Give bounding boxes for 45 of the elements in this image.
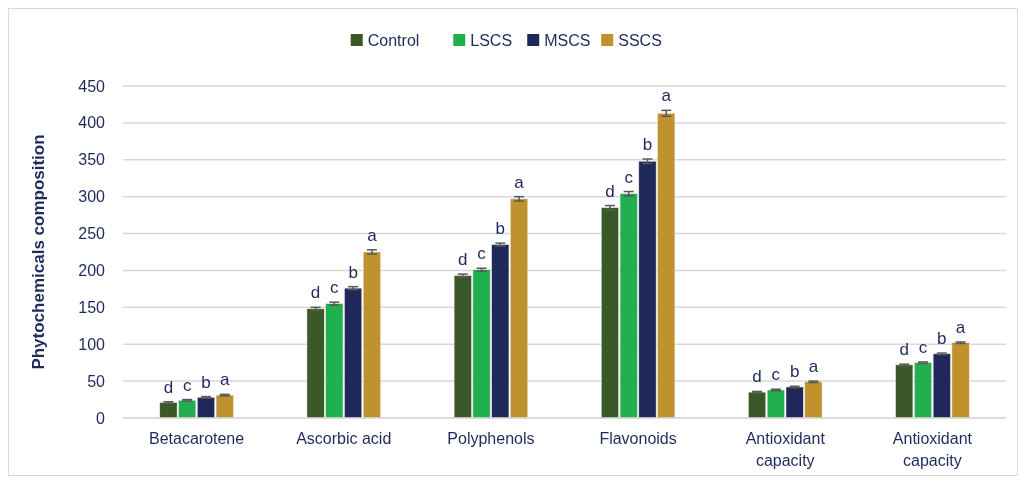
y-tick-label: 150	[78, 298, 106, 316]
data-label: c	[330, 278, 340, 298]
data-label: b	[937, 329, 947, 349]
legend-label: LSCS	[470, 31, 513, 49]
data-label: d	[163, 377, 174, 397]
y-tick-label: 100	[78, 335, 106, 353]
data-label: a	[367, 225, 378, 245]
y-tick-label: 300	[78, 188, 106, 206]
data-label: d	[310, 283, 321, 303]
data-label: a	[808, 357, 819, 377]
data-label: a	[220, 370, 231, 390]
x-tick-label: Antioxidant capacity	[745, 430, 826, 469]
data-label: d	[752, 367, 762, 387]
data-label: b	[642, 135, 653, 155]
x-tick-label: Flavonoids	[599, 430, 677, 447]
data-label: b	[201, 372, 211, 392]
y-tick-label: 350	[78, 151, 106, 169]
x-tick-label: Polyphenols	[447, 430, 535, 447]
data-label: d	[458, 250, 468, 270]
data-label: a	[661, 86, 672, 106]
y-tick-label: 0	[96, 409, 106, 427]
data-label: b	[789, 362, 800, 382]
data-label: d	[899, 340, 909, 360]
data-label: a	[514, 172, 525, 192]
legend-label: SSCS	[618, 31, 662, 49]
y-tick-label: 400	[78, 114, 106, 132]
data-label: c	[477, 244, 487, 264]
y-tick-label: 50	[87, 372, 106, 390]
data-label: c	[624, 167, 634, 187]
x-tick-label: Antioxidant capacity	[892, 430, 973, 469]
x-tick-label: Betacarotene	[148, 430, 245, 447]
data-label: c	[182, 375, 192, 395]
x-tick-label: Ascorbic acid	[296, 430, 392, 447]
legend-label: MSCS	[544, 31, 591, 49]
data-label: c	[918, 337, 928, 357]
legend-label: Control	[367, 31, 420, 49]
y-tick-label: 450	[78, 77, 106, 95]
y-tick-label: 250	[78, 225, 106, 243]
data-label: c	[771, 365, 781, 385]
data-label: b	[348, 262, 358, 282]
data-label: a	[955, 318, 966, 338]
data-label: b	[495, 219, 506, 239]
data-label: d	[605, 181, 615, 201]
y-axis-title: Phytochemicals composition	[29, 134, 48, 370]
y-tick-label: 200	[78, 262, 106, 280]
